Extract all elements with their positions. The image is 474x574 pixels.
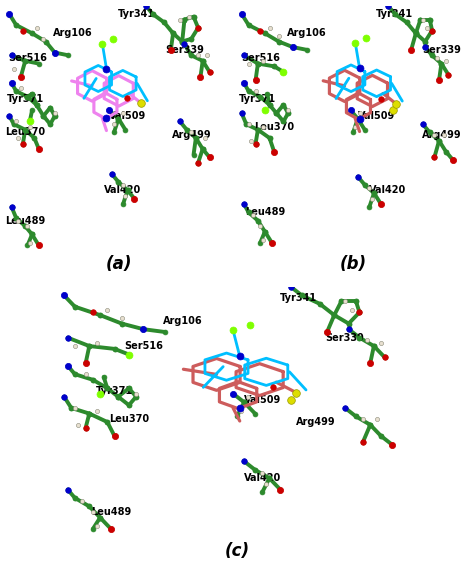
Text: Tyr341: Tyr341 xyxy=(280,293,317,303)
Text: Ser516: Ser516 xyxy=(241,53,280,63)
Text: Ser516: Ser516 xyxy=(124,341,163,351)
Text: Ser339: Ser339 xyxy=(422,45,461,55)
Text: Leu489: Leu489 xyxy=(91,507,131,517)
Text: Val509: Val509 xyxy=(109,111,146,121)
Text: Leu370: Leu370 xyxy=(5,127,46,138)
Text: Leu489: Leu489 xyxy=(245,207,285,218)
Text: (c): (c) xyxy=(224,542,250,560)
Text: Ser339: Ser339 xyxy=(326,332,365,343)
Text: Arg106: Arg106 xyxy=(287,28,327,38)
Text: Tyr371: Tyr371 xyxy=(96,386,133,396)
Text: Tyr341: Tyr341 xyxy=(376,9,413,19)
Text: Arg499: Arg499 xyxy=(296,417,336,427)
Text: (a): (a) xyxy=(105,255,132,273)
Text: (b): (b) xyxy=(339,255,367,273)
Text: Arg499: Arg499 xyxy=(421,130,461,140)
Text: Leu489: Leu489 xyxy=(5,216,46,226)
Text: Arg106: Arg106 xyxy=(53,28,93,38)
Text: Arg106: Arg106 xyxy=(163,316,203,326)
Text: Val420: Val420 xyxy=(244,473,281,483)
Text: Ser339: Ser339 xyxy=(165,45,204,55)
Text: Arg499: Arg499 xyxy=(172,130,211,140)
Text: Tyr371: Tyr371 xyxy=(7,94,44,104)
Text: Leu370: Leu370 xyxy=(254,122,294,132)
Text: Leu370: Leu370 xyxy=(109,414,149,424)
Text: Val420: Val420 xyxy=(369,185,407,195)
Text: Val509: Val509 xyxy=(244,394,281,405)
Text: Val420: Val420 xyxy=(104,185,142,195)
Text: Val509: Val509 xyxy=(358,111,395,121)
Text: Tyr371: Tyr371 xyxy=(239,94,276,104)
Text: Ser516: Ser516 xyxy=(8,53,47,63)
Text: Tyr341: Tyr341 xyxy=(118,9,155,19)
